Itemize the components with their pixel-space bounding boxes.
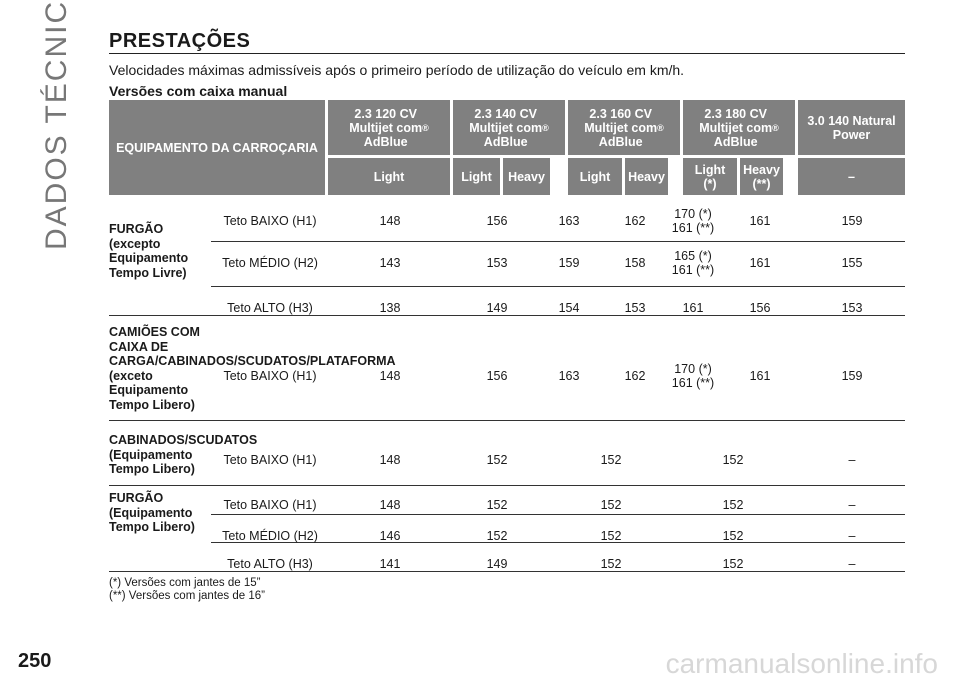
speed-value: 152	[600, 453, 622, 467]
speed-value: 163	[558, 214, 580, 228]
roof-height-cell: Teto ALTO (H3)	[227, 301, 313, 315]
speed-value: –	[848, 453, 856, 467]
speed-value: 152	[486, 529, 508, 543]
row-divider	[109, 420, 905, 421]
speed-value: –	[848, 529, 856, 543]
group-label: CABINADOS/SCUDATOS (Equipamento Tempo Libe…	[109, 433, 258, 476]
speed-value: 141	[379, 557, 401, 571]
speed-value: 158	[624, 256, 646, 270]
roof-height-cell: Teto BAIXO (H1)	[223, 214, 317, 228]
header-sub-4: Light	[568, 158, 622, 195]
section-title: Versões com caixa manual	[109, 83, 288, 99]
subtitle: Velocidades máximas admissíveis após o p…	[109, 62, 685, 78]
speed-value: 161	[682, 301, 704, 315]
roof-height-cell: Teto BAIXO (H1)	[223, 498, 317, 512]
header-sub-2: Light	[453, 158, 500, 195]
row-divider	[211, 286, 905, 287]
roof-height-cell: Teto MÉDIO (H2)	[222, 256, 318, 270]
header-sub-7: Heavy (**)	[740, 158, 783, 195]
speed-value: 161	[749, 256, 771, 270]
speed-value: 152	[600, 498, 622, 512]
speed-value: –	[848, 498, 856, 512]
footnote-2: (**) Versões com jantes de 16”	[109, 590, 265, 602]
header-engine-4: 2.3 180 CV Multijet com AdBlue ®	[683, 100, 795, 155]
row-divider	[211, 241, 905, 242]
speed-value: 156	[749, 301, 771, 315]
speed-value: 152	[486, 498, 508, 512]
roof-height-cell: Teto ALTO (H3)	[227, 557, 313, 571]
speed-value: 156	[486, 369, 508, 383]
speed-value: 138	[379, 301, 401, 315]
speed-value: 149	[486, 557, 508, 571]
speed-value: –	[848, 557, 856, 571]
speed-value: 152	[486, 453, 508, 467]
speed-value: 161	[749, 214, 771, 228]
page-number: 250	[18, 650, 52, 672]
header-engine-5: 3.0 140 Natural Power	[798, 100, 905, 155]
header-equipment: EQUIPAMENTO DA CARROÇARIA	[109, 100, 325, 195]
speed-value: 153	[486, 256, 508, 270]
footnote-1: (*) Versões com jantes de 15”	[109, 577, 261, 589]
group-label: FURGÃO (Equipamento Tempo Libero)	[109, 491, 195, 534]
roof-height-cell: Teto BAIXO (H1)	[223, 453, 317, 467]
header-sub-5: Heavy	[625, 158, 668, 195]
side-section-label: DADOS TÉCNICOS	[40, 0, 73, 250]
row-divider	[109, 571, 905, 572]
page-heading: PRESTAÇÕES	[109, 30, 251, 52]
heading-rule	[109, 53, 905, 54]
row-divider	[211, 514, 905, 515]
speed-value: 153	[841, 301, 863, 315]
speed-value: 148	[379, 498, 401, 512]
footnotes: (*) Versões com jantes de 15” (**) Versõ…	[109, 577, 265, 603]
speed-value: 149	[486, 301, 508, 315]
speed-value: 148	[379, 453, 401, 467]
speed-value: 163	[558, 369, 580, 383]
speed-value: 156	[486, 214, 508, 228]
row-divider	[109, 485, 905, 486]
speed-value: 159	[558, 256, 580, 270]
header-sub-1: Light	[328, 158, 450, 195]
speed-value: 153	[624, 301, 646, 315]
speed-value: 152	[722, 529, 744, 543]
speed-value: 154	[558, 301, 580, 315]
speed-value: 155	[841, 256, 863, 270]
speed-value: 162	[624, 369, 646, 383]
header-sub-3: Heavy	[503, 158, 550, 195]
speed-value: 143	[379, 256, 401, 270]
speed-value: 165 (*) 161 (**)	[671, 249, 715, 277]
group-label: CAMIÕES COM CAIXA DE CARGA/CABINADOS/SCUDA…	[109, 325, 396, 412]
speed-value: 159	[841, 369, 863, 383]
header-sub-8: –	[798, 158, 905, 195]
speed-value: 152	[722, 453, 744, 467]
speed-value: 148	[379, 369, 401, 383]
speed-value: 162	[624, 214, 646, 228]
header-engine-1: 2.3 120 CV Multijet com AdBlue ®	[328, 100, 450, 155]
roof-height-cell: Teto MÉDIO (H2)	[222, 529, 318, 543]
speed-value: 146	[379, 529, 401, 543]
header-engine-2: 2.3 140 CV Multijet com AdBlue ®	[453, 100, 565, 155]
speed-value: 161	[749, 369, 771, 383]
header-engine-3: 2.3 160 CV Multijet com AdBlue ®	[568, 100, 680, 155]
speed-value: 152	[600, 557, 622, 571]
row-divider	[211, 542, 905, 543]
speed-value: 170 (*) 161 (**)	[671, 362, 715, 390]
group-label: FURGÃO (excepto Equipamento Tempo Livre)	[109, 222, 189, 280]
speed-value: 148	[379, 214, 401, 228]
speed-value: 152	[600, 529, 622, 543]
header-sub-6: Light (*)	[683, 158, 737, 195]
speed-value: 152	[722, 557, 744, 571]
watermark: carmanualsonline.info	[665, 648, 938, 679]
speed-value: 170 (*) 161 (**)	[671, 207, 715, 235]
speed-value: 159	[841, 214, 863, 228]
speed-value: 152	[722, 498, 744, 512]
roof-height-cell: Teto BAIXO (H1)	[223, 369, 317, 383]
row-divider	[109, 315, 905, 316]
